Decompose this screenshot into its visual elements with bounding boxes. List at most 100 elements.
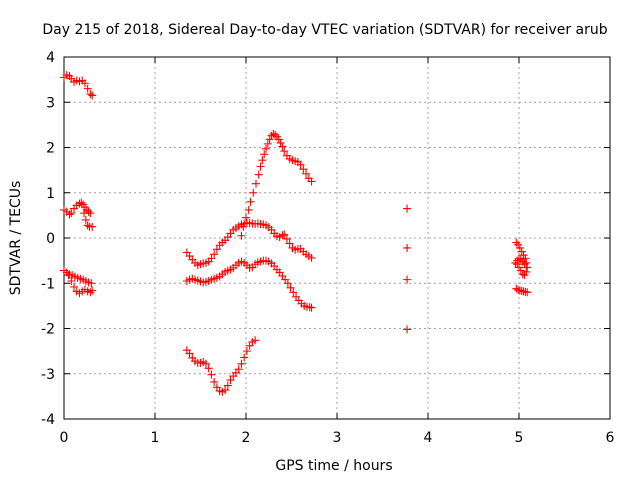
data-point (403, 204, 412, 213)
series-arc-b-bottom (182, 336, 260, 396)
series-arc-a-upper (60, 71, 97, 100)
data-point (282, 234, 291, 243)
data-point (201, 359, 210, 368)
y-tick-label: 1 (46, 186, 55, 202)
data-point (81, 215, 90, 224)
x-tick-label: 3 (333, 430, 342, 446)
data-point (278, 231, 287, 240)
data-point (64, 271, 73, 280)
data-point (210, 250, 219, 259)
data-point (518, 270, 527, 279)
data-point (249, 188, 258, 197)
data-points (60, 71, 532, 396)
data-point (296, 160, 305, 169)
chart-title: Day 215 of 2018, Sidereal Day-to-day VTE… (42, 22, 607, 38)
data-point (299, 165, 308, 174)
data-point (276, 138, 285, 147)
series-arc-c (403, 204, 412, 334)
data-point (512, 284, 521, 293)
data-point (80, 79, 89, 88)
data-point (70, 282, 79, 291)
data-point (212, 245, 221, 254)
data-point (86, 90, 95, 99)
data-point (289, 288, 298, 297)
data-point (204, 364, 213, 373)
data-point (207, 370, 216, 379)
data-point (252, 179, 261, 188)
data-point (278, 142, 287, 151)
data-point (260, 150, 269, 159)
data-point (88, 222, 97, 231)
y-tick-label: 2 (46, 141, 55, 157)
x-tick-label: 1 (151, 430, 160, 446)
y-tick-label: -4 (41, 412, 55, 428)
data-point (240, 353, 249, 362)
x-tick-label: 2 (242, 430, 251, 446)
data-point (520, 260, 529, 269)
data-point (83, 221, 92, 230)
data-point (210, 377, 219, 386)
y-tick-label: 3 (46, 95, 55, 111)
data-point (65, 210, 74, 219)
x-axis-label: GPS time / hours (275, 458, 392, 474)
data-point (185, 349, 194, 358)
y-tick-label: 0 (46, 231, 55, 247)
data-point (86, 288, 95, 297)
y-tick-label: 4 (46, 50, 55, 66)
data-point (77, 198, 86, 207)
data-point (522, 258, 531, 267)
data-point (254, 170, 263, 179)
data-point (523, 288, 532, 297)
series-arc-b-low (182, 256, 316, 312)
series-arc-b-mid (182, 218, 316, 270)
series-arc-a-lower (60, 266, 97, 298)
data-point (274, 135, 283, 144)
series-arc-d (511, 238, 532, 297)
data-point (262, 144, 271, 153)
y-axis-label: SDTVAR / TECUs (8, 181, 24, 296)
data-point (88, 286, 97, 295)
data-point (87, 279, 96, 288)
data-point (256, 162, 265, 171)
y-tick-label: -1 (41, 276, 55, 292)
data-point (307, 253, 316, 262)
y-tick-label: -2 (41, 322, 55, 338)
data-point (516, 255, 525, 264)
data-point (263, 139, 272, 148)
data-point (83, 84, 92, 93)
data-point (237, 359, 246, 368)
data-point (244, 205, 253, 214)
x-tick-label: 4 (424, 430, 433, 446)
data-point (271, 130, 280, 139)
x-tick-label: 0 (60, 430, 69, 446)
data-point (67, 209, 76, 218)
data-point (265, 135, 274, 144)
data-point (302, 169, 311, 178)
data-point (285, 239, 294, 248)
data-point (67, 276, 76, 285)
data-point (517, 247, 526, 256)
data-point (283, 279, 292, 288)
series-arc-b-top (237, 129, 316, 240)
data-point (403, 243, 412, 252)
data-point (307, 177, 316, 186)
data-point (520, 271, 529, 280)
data-point (84, 207, 93, 216)
data-point (234, 365, 243, 374)
data-point (242, 213, 250, 222)
x-tick-label: 6 (606, 430, 615, 446)
data-point (280, 230, 289, 239)
grid-lines (64, 57, 610, 419)
data-point (258, 156, 267, 165)
data-point (246, 197, 255, 206)
data-point (307, 303, 316, 312)
x-tick-label: 5 (515, 430, 524, 446)
data-point (223, 381, 232, 390)
data-point (267, 131, 276, 140)
data-point (403, 325, 412, 334)
axis-ticks: 0 1 2 3 4 5 6 -4 -3 -2 -1 0 1 2 3 4 (41, 50, 615, 446)
data-point (515, 243, 524, 252)
data-point (80, 209, 89, 218)
data-point (88, 91, 97, 100)
